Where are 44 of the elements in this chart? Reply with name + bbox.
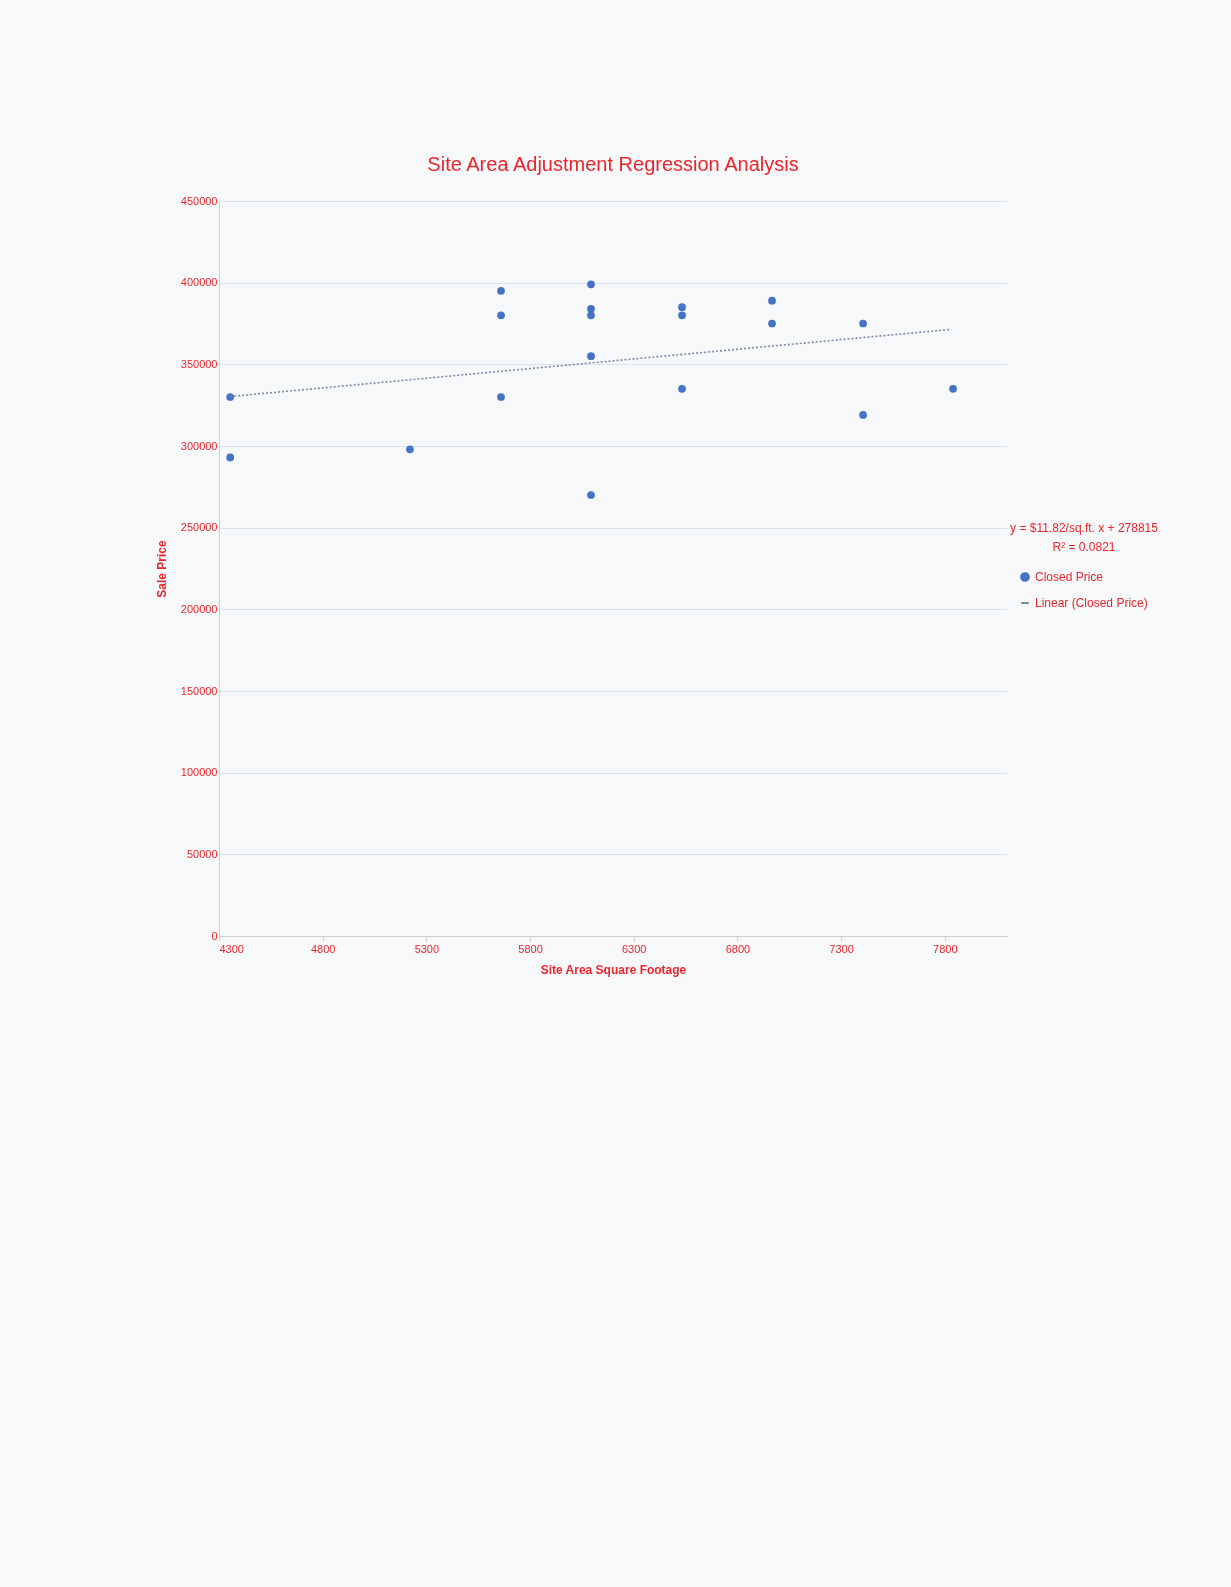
y-tick-label: 350000 bbox=[180, 357, 218, 370]
x-tick-label: 5300 bbox=[414, 942, 440, 955]
x-tick-label: 4800 bbox=[310, 942, 336, 955]
point bbox=[497, 311, 505, 320]
y-tick-label: 0 bbox=[211, 929, 218, 942]
y-tick-label: 100000 bbox=[180, 766, 218, 779]
x-tick-label: 5800 bbox=[518, 942, 543, 955]
y-tick-label: 400000 bbox=[180, 276, 218, 289]
y-tick-label: 300000 bbox=[180, 439, 218, 452]
x-tick-label: 6300 bbox=[621, 942, 647, 955]
text: R² = 0.0821 bbox=[1052, 540, 1116, 554]
x-tick-label: 7800 bbox=[933, 942, 958, 955]
point bbox=[497, 286, 505, 295]
point bbox=[406, 445, 414, 454]
point bbox=[678, 384, 686, 393]
y-tick-label: 250000 bbox=[180, 521, 218, 534]
point bbox=[497, 393, 505, 401]
legend-label: Closed Price bbox=[1035, 570, 1104, 584]
point bbox=[768, 296, 776, 305]
point bbox=[226, 453, 235, 462]
x-tick-label: 4300 bbox=[219, 942, 244, 955]
x-tick-label: 7300 bbox=[829, 942, 854, 955]
point bbox=[678, 311, 686, 320]
point bbox=[949, 384, 957, 393]
text: y = $11.82/sq.ft. x + 278815 bbox=[1010, 521, 1159, 535]
point bbox=[859, 411, 867, 419]
legend-label: Linear (Closed Price) bbox=[1035, 596, 1148, 610]
y-axis-title: Sale Price bbox=[154, 539, 169, 598]
y-tick-label: 150000 bbox=[180, 684, 218, 697]
point bbox=[587, 280, 595, 289]
point bbox=[587, 304, 595, 313]
point bbox=[768, 319, 776, 328]
y-tick-label: 50000 bbox=[186, 847, 218, 860]
point bbox=[678, 303, 686, 312]
y-tick-label: 200000 bbox=[180, 602, 218, 615]
point bbox=[587, 311, 595, 320]
y-tick-label: 450000 bbox=[180, 194, 218, 207]
x-axis-title: Site Area Square Footage bbox=[540, 962, 687, 977]
point bbox=[587, 491, 595, 499]
point bbox=[226, 393, 235, 401]
point bbox=[859, 319, 867, 328]
x-tick-label: 6800 bbox=[725, 942, 751, 955]
point bbox=[587, 352, 595, 361]
chart-title: Site Area Adjustment Regression Analysis bbox=[427, 153, 799, 175]
